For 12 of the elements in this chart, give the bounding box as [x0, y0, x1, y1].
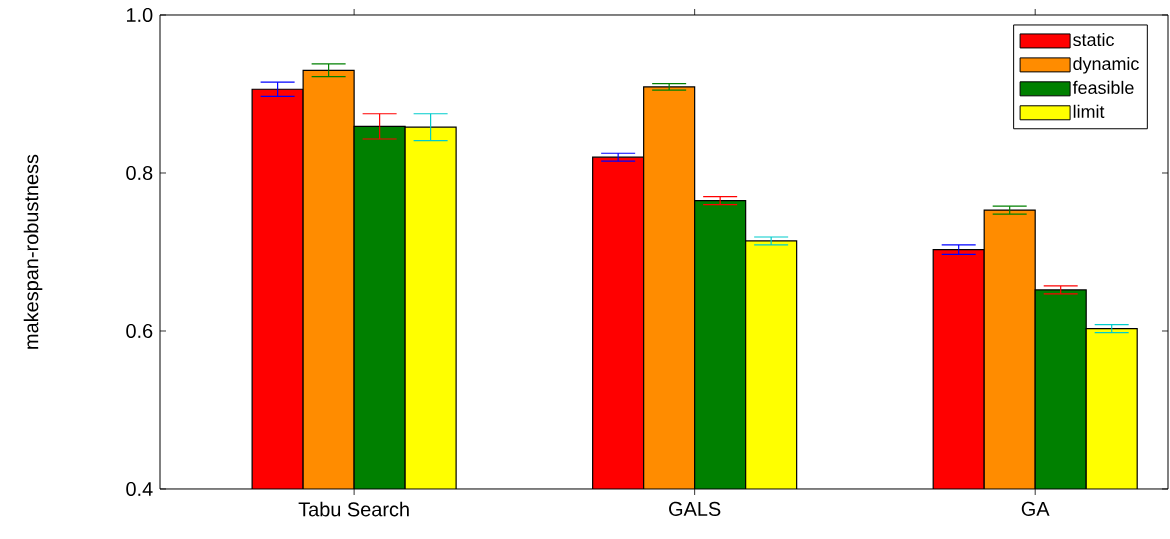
y-tick-label: 0.6 [126, 323, 153, 339]
x-tick-label: GA [1021, 501, 1050, 516]
y-tick-label: 0.4 [126, 481, 153, 497]
y-tick-label: 1.0 [126, 7, 153, 23]
y-axis-title: makespan-robustness [23, 154, 43, 349]
x-tick-label: GALS [669, 501, 721, 516]
legend-label: limit [1073, 104, 1105, 118]
x-tick-label: Tabu Search [298, 501, 409, 517]
legend-label: dynamic [1073, 56, 1139, 74]
legend-label: feasible [1072, 80, 1134, 95]
legend-label: static [1073, 32, 1114, 47]
y-tick-label: 0.8 [126, 165, 153, 181]
